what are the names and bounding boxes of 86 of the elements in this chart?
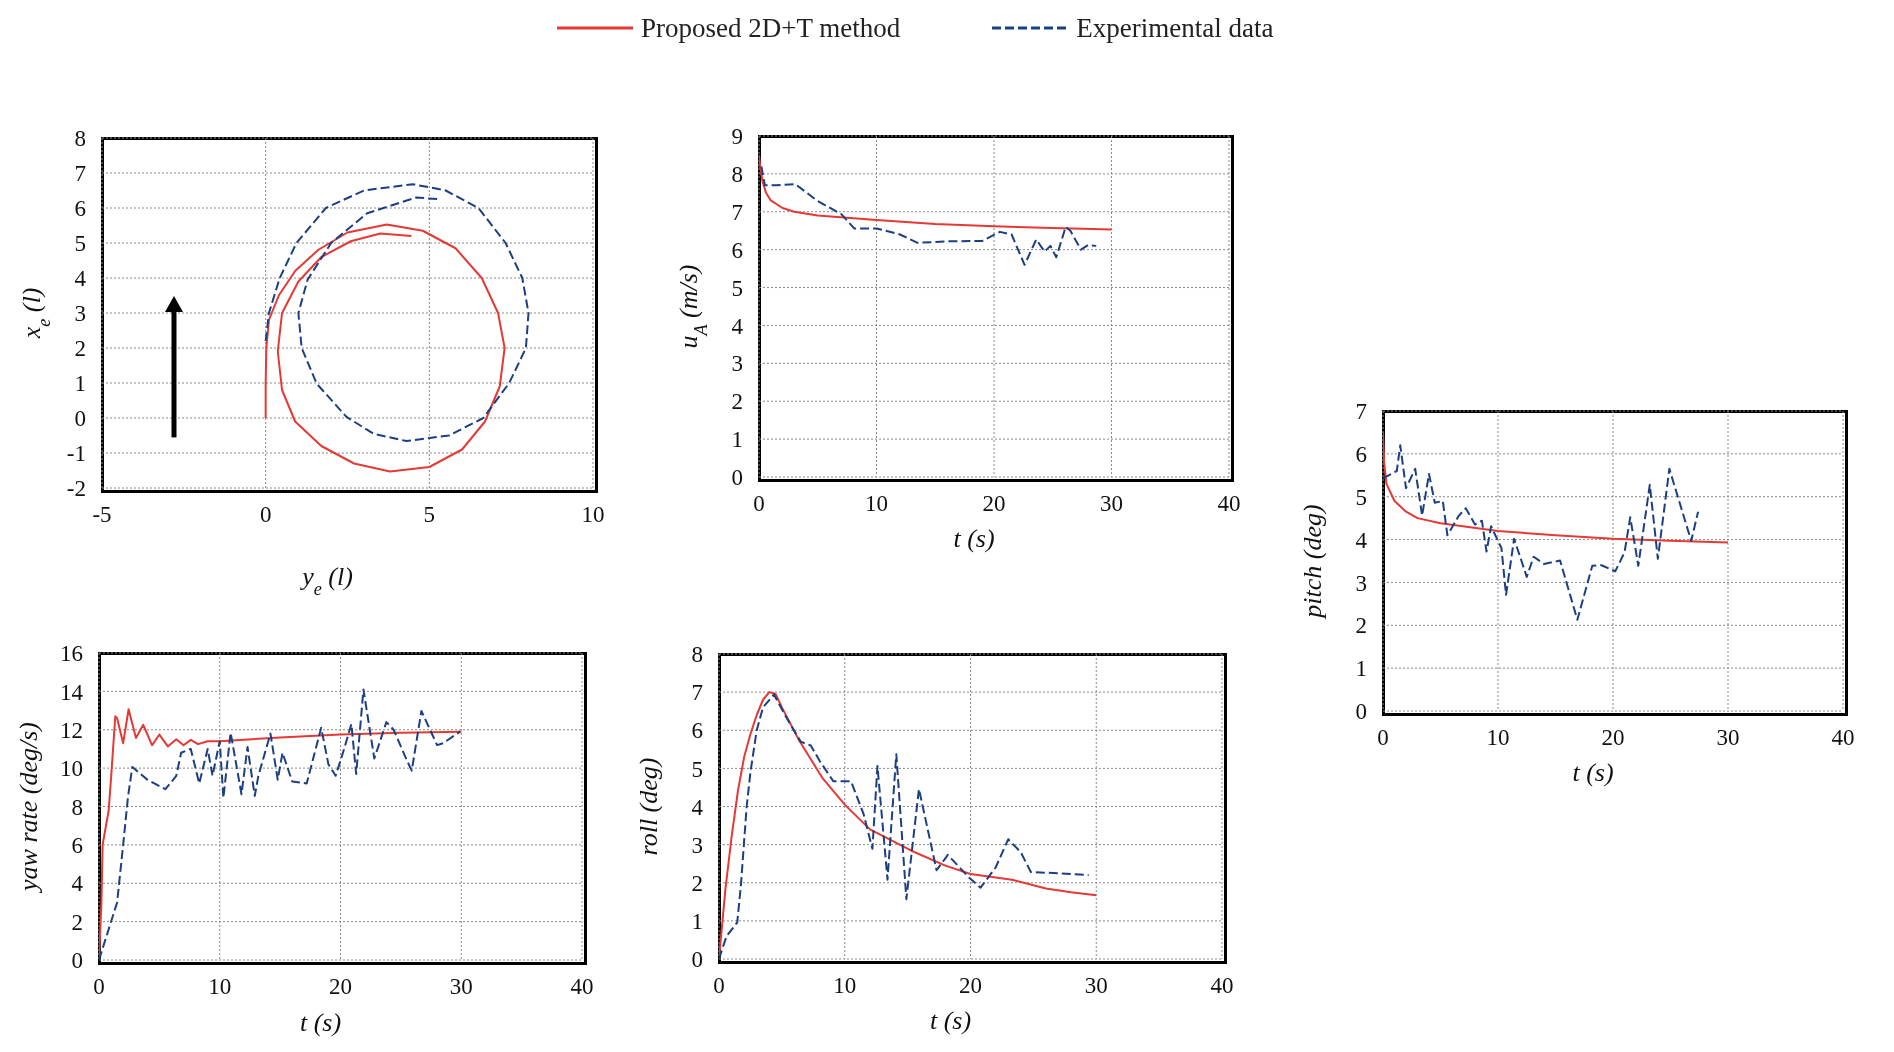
y-tick-label: 2	[731, 389, 743, 415]
y-tick-label: 0	[71, 948, 83, 974]
line-series	[1383, 431, 1729, 544]
y-tick-label: 4	[1355, 527, 1368, 553]
y-tick-label: 6	[71, 833, 83, 859]
y-tick-label: 7	[731, 199, 743, 225]
x-tick-label: 40	[1210, 973, 1234, 999]
y-tick-label: 14	[60, 679, 84, 705]
y-tick-label: 8	[71, 794, 83, 820]
y-tick-label: 9	[731, 124, 743, 150]
y-tick-label: 10	[60, 756, 83, 782]
x-tick-label: 40	[1831, 725, 1855, 751]
x-tick-label: -5	[92, 502, 112, 528]
y-tick-label: 8	[691, 642, 703, 668]
x-tick-label: 30	[449, 974, 473, 1000]
y-tick-label: 0	[74, 406, 86, 432]
y-tick-label: 4	[691, 794, 704, 820]
y-tick-label: 5	[731, 275, 743, 301]
y-axis-title: pitch (deg)	[1298, 504, 1327, 620]
y-tick-label: 2	[74, 336, 86, 362]
y-tick-label: -2	[66, 476, 86, 502]
x-tick-label: 20	[982, 491, 1006, 517]
y-tick-label: 6	[691, 718, 703, 744]
x-tick-label: 30	[1716, 725, 1740, 751]
x-tick-label: 20	[329, 974, 352, 1000]
y-tick-label: 5	[691, 756, 703, 782]
y-tick-label: 1	[731, 427, 743, 453]
x-tick-label: 20	[959, 973, 982, 999]
y-axis-title: roll (deg)	[634, 757, 663, 856]
x-tick-label: 40	[1217, 491, 1241, 517]
x-axis-title: y$_{e}$ (l)	[299, 562, 353, 599]
x-tick-label: 30	[1084, 973, 1108, 999]
x-axis-title: t (s)	[299, 1008, 342, 1037]
x-tick-label: 20	[1601, 725, 1625, 751]
y-tick-label: 1	[691, 909, 703, 935]
y-tick-label: 2	[1355, 613, 1367, 639]
y-tick-label: 3	[691, 832, 703, 858]
y-tick-label: 4	[71, 871, 84, 897]
x-tick-label: 10	[581, 502, 605, 528]
y-tick-label: 0	[731, 465, 743, 491]
x-tick-label: 10	[208, 974, 232, 1000]
y-tick-label: -1	[66, 441, 86, 467]
x-axis-title: t (s)	[1572, 758, 1614, 787]
y-tick-label: 6	[74, 196, 86, 222]
y-tick-label: 4	[731, 313, 744, 339]
y-tick-label: 5	[74, 231, 86, 257]
y-tick-label: 4	[74, 266, 87, 292]
y-tick-label: 0	[1355, 699, 1367, 725]
y-tick-label: 8	[74, 126, 86, 152]
x-tick-label: 0	[1377, 725, 1389, 751]
y-tick-label: 12	[60, 717, 83, 743]
x-tick-label: 40	[570, 974, 594, 1000]
legend-label: Experimental data	[1076, 12, 1274, 44]
x-tick-label: 10	[833, 973, 857, 999]
legend-label: Proposed 2D+T method	[641, 12, 901, 44]
x-tick-label: 30	[1100, 491, 1123, 517]
x-tick-label: 0	[753, 491, 765, 517]
y-tick-label: 2	[71, 909, 83, 935]
y-tick-label: 6	[1355, 442, 1367, 468]
x-tick-label: 10	[865, 491, 888, 517]
y-tick-label: 3	[74, 301, 86, 327]
y-tick-label: 0	[691, 947, 703, 973]
y-tick-label: 2	[691, 870, 703, 896]
line-series	[264, 223, 506, 473]
line-series	[759, 153, 1113, 231]
y-tick-label: 7	[691, 680, 703, 706]
y-axis-title: yaw rate (deg/s)	[14, 722, 43, 894]
y-tick-label: 1	[74, 371, 86, 397]
y-tick-label: 3	[731, 351, 743, 377]
x-axis-title: t (s)	[953, 524, 995, 553]
line-series	[1383, 444, 1700, 621]
y-tick-label: 1	[1355, 656, 1367, 682]
x-tick-label: 5	[423, 502, 436, 528]
x-tick-label: 0	[713, 973, 725, 999]
x-tick-label: 10	[1486, 725, 1510, 751]
line-series	[264, 183, 530, 443]
y-tick-label: 7	[1355, 399, 1367, 425]
x-axis-title: t (s)	[929, 1006, 972, 1035]
y-tick-label: 7	[74, 161, 86, 187]
y-tick-label: 6	[731, 237, 743, 263]
y-tick-label: 16	[60, 641, 83, 667]
y-tick-label: 3	[1355, 570, 1367, 596]
x-tick-label: 0	[259, 502, 272, 528]
x-tick-label: 0	[93, 974, 105, 1000]
line-series	[760, 165, 1098, 266]
y-tick-label: 8	[731, 162, 743, 188]
